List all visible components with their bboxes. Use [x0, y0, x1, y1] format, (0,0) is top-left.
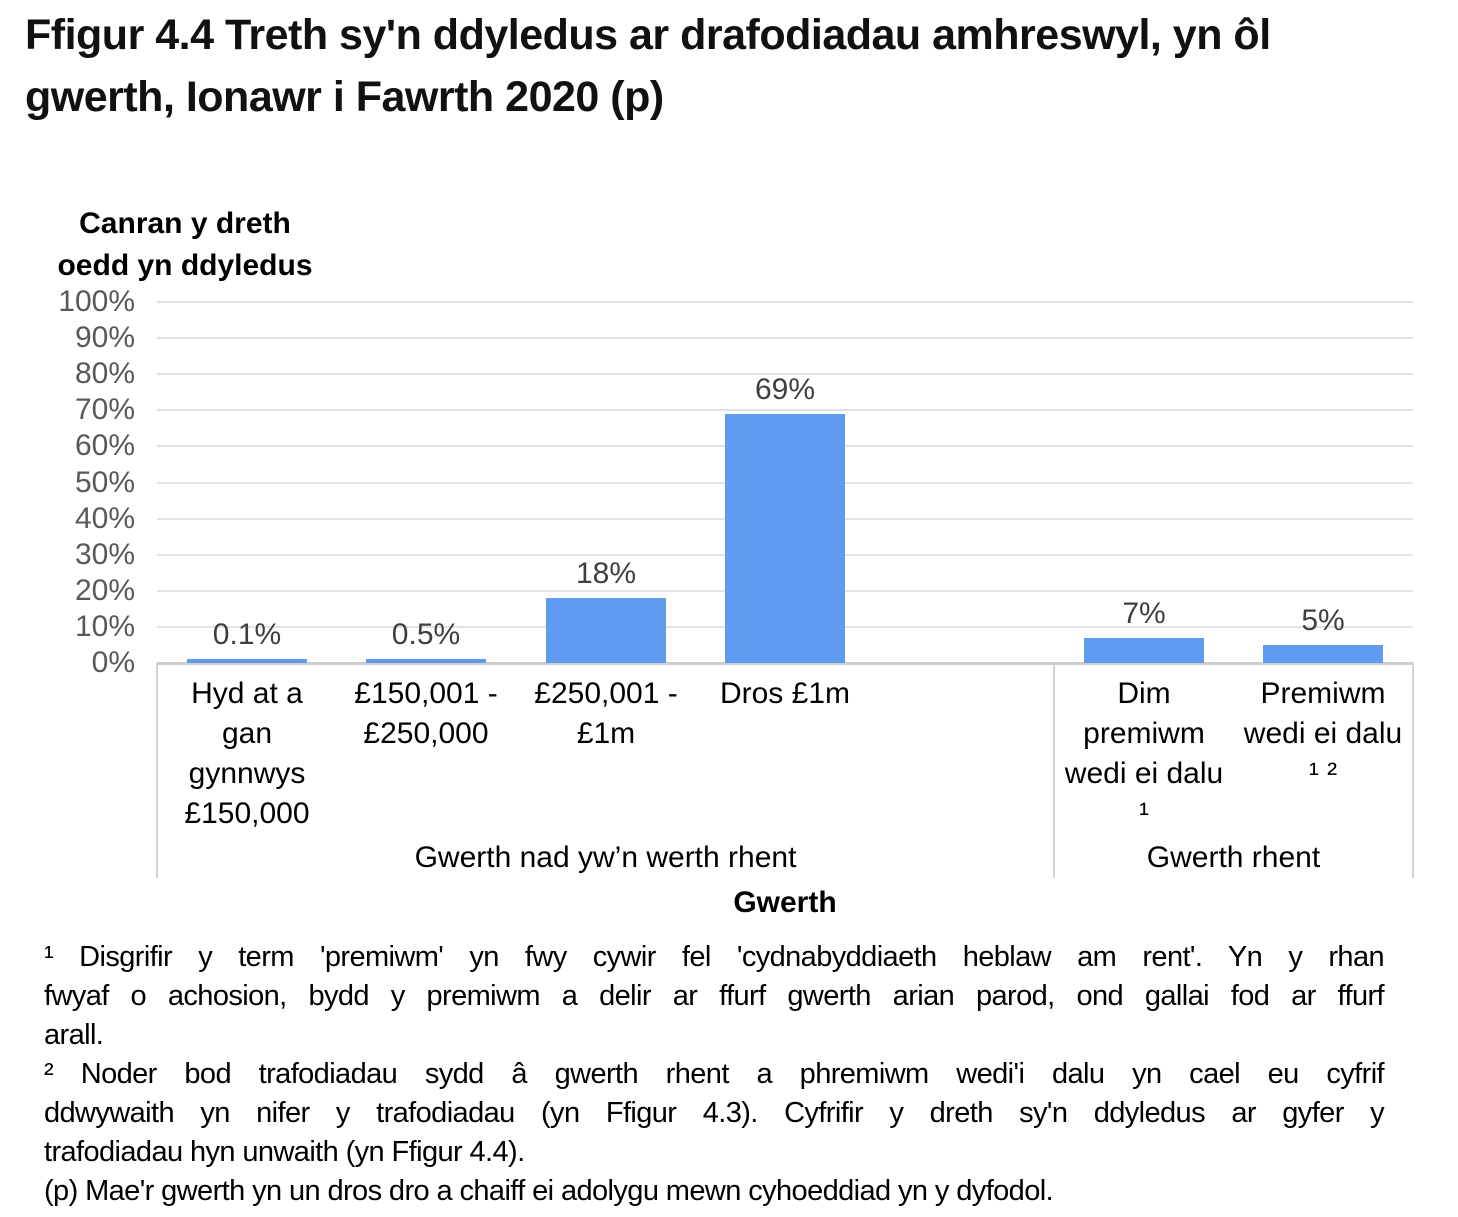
category-label: Dros £1m: [719, 677, 851, 710]
category-group-label: Gwerth nad yw’n werth rhent: [414, 841, 797, 874]
bar-value-label: 7%: [1122, 597, 1166, 630]
y-tick-label: 90%: [74, 321, 135, 355]
footnote-paragraph: ² Noder bod trafodiadau sydd â gwerth rh…: [44, 1055, 1385, 1172]
category-label: Premiwm wedi ei dalu ¹ ²: [1243, 677, 1403, 790]
y-tick-label: 30%: [74, 537, 135, 571]
y-tick-label: 100%: [58, 285, 135, 318]
footnote-line: ² Noder bod trafodiadau sydd â gwerth rh…: [44, 1058, 1385, 1090]
y-axis-title-line-1: Canran y dreth: [79, 207, 291, 240]
footnote-line: fwyaf o achosion, bydd y premiwm a delir…: [44, 980, 1385, 1012]
figure-title-line-1: Ffigur 4.4 Treth sy'n ddyledus ar drafod…: [25, 11, 1271, 59]
category-label: £250,001 - £1m: [534, 677, 678, 750]
y-tick-label: 60%: [74, 429, 135, 463]
axis-box-border: [156, 663, 158, 878]
y-tick-label: 50%: [74, 465, 135, 499]
category-group-label: Gwerth rhent: [1146, 841, 1321, 874]
y-tick-label: 0%: [91, 646, 135, 679]
category-label: £150,001 - £250,000: [354, 677, 498, 750]
y-tick-label: 40%: [74, 501, 135, 535]
footnote-line: arall.: [44, 1019, 104, 1051]
footnote-line: trafodiadau hyn unwaith (yn Ffigur 4.4).: [44, 1136, 525, 1168]
category-label: Hyd at a gan gynnwys £150,000: [184, 677, 310, 830]
bar: [1084, 638, 1204, 663]
figure-title: Ffigur 4.4 Treth sy'n ddyledus ar drafod…: [25, 4, 1435, 128]
footnotes: ¹ Disgrifir y term 'premiwm' yn fwy cywi…: [44, 938, 1385, 1211]
footnote-line: ¹ Disgrifir y term 'premiwm' yn fwy cywi…: [44, 941, 1385, 973]
bar: [546, 598, 666, 663]
category-label: Dim premiwm wedi ei dalu ¹: [1064, 677, 1224, 830]
footnote-paragraph: ¹ Disgrifir y term 'premiwm' yn fwy cywi…: [44, 938, 1385, 1055]
y-tick-label: 80%: [74, 357, 135, 391]
footnote-line: ddwywaith yn nifer y trafodiadau (yn Ffi…: [44, 1097, 1385, 1129]
bar: [187, 659, 307, 663]
bar: [725, 414, 845, 663]
group-divider: [1053, 663, 1056, 878]
x-axis-title: Gwerth: [733, 886, 837, 919]
bar-value-label: 0.1%: [212, 618, 282, 651]
gridline: [157, 373, 1413, 376]
gridline: [157, 301, 1413, 303]
x-axis-line: [157, 662, 1413, 665]
y-tick-label: 20%: [74, 573, 135, 607]
bar-value-label: 5%: [1301, 604, 1345, 637]
bar-value-label: 0.5%: [391, 618, 461, 651]
y-axis-title-line-2: oedd yn ddyledus: [57, 249, 313, 282]
figure-title-line-2: gwerth, Ionawr i Fawrth 2020 (p): [25, 73, 664, 121]
gridline: [157, 409, 1413, 412]
y-axis-title: Canran y dreth oedd yn ddyledus: [40, 203, 330, 287]
bar-value-label: 69%: [754, 373, 816, 406]
bar: [366, 659, 486, 663]
gridline: [157, 337, 1413, 340]
footnote-paragraph: (p) Mae'r gwerth yn un dros dro a chaiff…: [44, 1172, 1384, 1211]
y-tick-label: 10%: [74, 609, 135, 643]
bar-value-label: 18%: [575, 557, 637, 590]
footnote-line: (p) Mae'r gwerth yn un dros dro a chaiff…: [44, 1175, 1054, 1207]
bar: [1263, 645, 1383, 663]
y-tick-label: 70%: [74, 393, 135, 427]
axis-box-border: [1412, 663, 1414, 878]
